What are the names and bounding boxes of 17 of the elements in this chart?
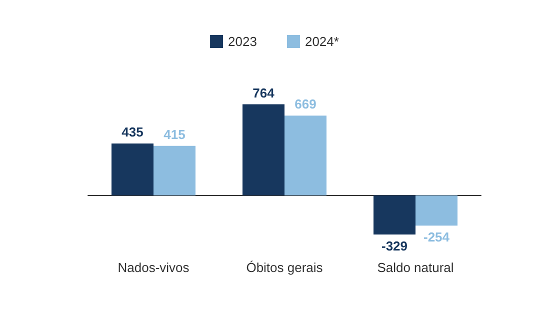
bar	[154, 146, 196, 196]
bar	[242, 104, 284, 196]
bar	[112, 143, 154, 196]
legend-label: 2024*	[304, 34, 339, 49]
data-label: 764	[252, 85, 276, 100]
data-label: 435	[122, 124, 144, 140]
data-label: -254	[423, 230, 450, 245]
bar	[374, 195, 416, 235]
data-label: 415	[164, 126, 186, 142]
data-label: -329	[381, 238, 408, 254]
bar	[284, 116, 326, 196]
data-label: 669	[294, 96, 316, 112]
x-tick-label: Óbitos gerais	[246, 260, 324, 275]
x-tick-label: Nados-vivos	[118, 260, 190, 275]
legend-label: 2023	[228, 34, 257, 49]
x-tick-label: Saldo natural	[377, 260, 454, 275]
bar	[416, 195, 458, 226]
